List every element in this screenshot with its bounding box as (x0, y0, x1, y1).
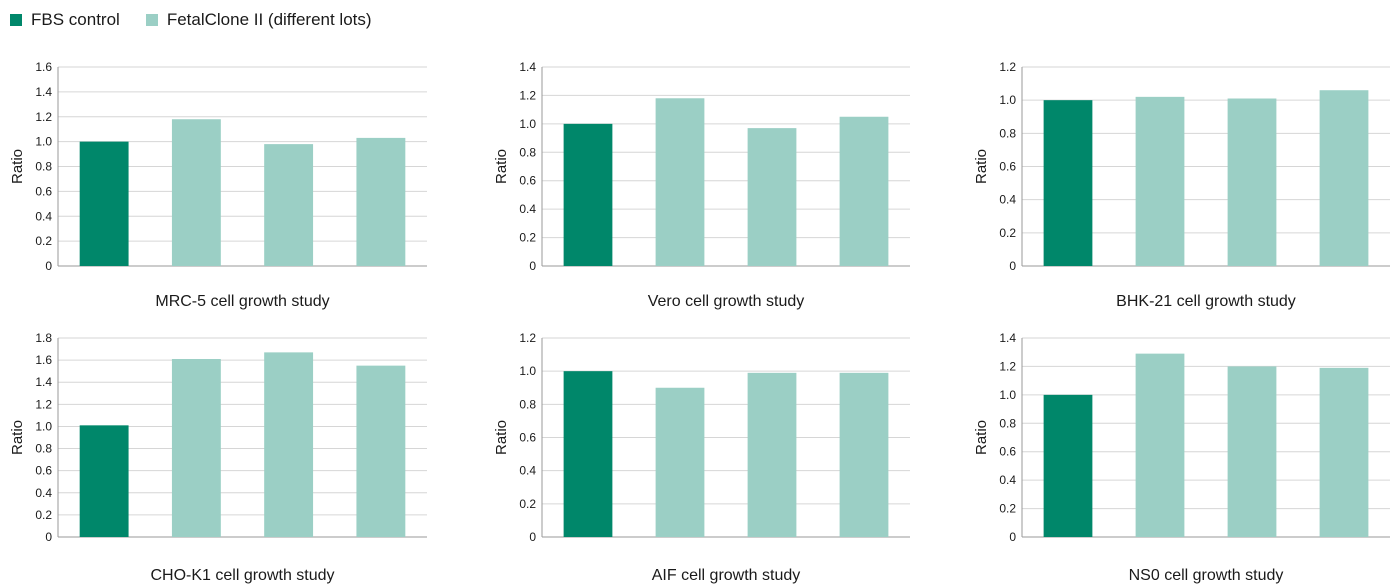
y-tick-label: 1.2 (519, 331, 536, 345)
bar-fbs-control (79, 425, 129, 537)
y-tick-label: 0.8 (519, 145, 536, 159)
y-tick-label: 0.6 (519, 431, 536, 445)
y-axis-label: Ratio (973, 420, 990, 455)
bar-fbs-control (563, 123, 613, 266)
bar-fetalclone-ii (1135, 96, 1185, 266)
chart-panel-5: 0 0.2 0.4 0.6 0.8 1.0 1.2 Ratio AIF cell growth … (493, 331, 910, 584)
y-tick-label: 0.8 (999, 126, 1016, 140)
bar-fetalclone-ii (264, 144, 314, 266)
y-tick-label: 1.2 (35, 110, 52, 124)
panel-title: CHO-K1 cell growth study (150, 567, 334, 584)
legend-item-fbs-control: FBS control (10, 10, 120, 30)
bar-fetalclone-ii (655, 98, 705, 267)
y-tick-label: 1.0 (519, 364, 536, 378)
legend-item-fetalclone-ii: FetalClone II (different lots) (145, 10, 372, 30)
y-tick-label: 1.2 (35, 397, 52, 411)
legend-label-fetalclone-ii: FetalClone II (different lots) (166, 10, 372, 29)
y-axis-label: Ratio (973, 149, 990, 184)
y-tick-label: 1.0 (999, 93, 1016, 107)
y-tick-label: 1.2 (999, 359, 1016, 373)
y-axis-label: Ratio (9, 149, 26, 184)
chart-panel-2: 0 0.2 0.4 0.6 0.8 1.0 1.2 1.4 Ratio Vero cell gro… (493, 60, 910, 310)
panel-title: AIF cell growth study (652, 567, 801, 584)
chart-legend: FBS control FetalClone II (different lot… (10, 9, 398, 31)
y-tick-label: 1.0 (999, 388, 1016, 402)
y-tick-label: 0.4 (519, 464, 536, 478)
bar-fetalclone-ii (839, 372, 889, 537)
y-tick-label: 1.8 (35, 331, 52, 345)
y-tick-label: 0.2 (519, 231, 536, 245)
y-tick-label: 1.4 (999, 331, 1016, 345)
y-axis-label: Ratio (9, 420, 26, 455)
y-tick-label: 0.2 (999, 502, 1016, 516)
y-tick-label: 0 (45, 530, 52, 544)
y-tick-label: 1.6 (35, 60, 52, 74)
y-tick-label: 0.6 (519, 174, 536, 188)
bar-fetalclone-ii (1227, 98, 1277, 266)
y-tick-label: 0.6 (999, 445, 1016, 459)
y-tick-label: 1.0 (35, 419, 52, 433)
y-tick-label: 1.4 (35, 375, 52, 389)
y-tick-label: 1.0 (35, 135, 52, 149)
y-tick-label: 0.8 (35, 442, 52, 456)
y-tick-label: 1.2 (999, 60, 1016, 74)
y-tick-label: 1.4 (35, 85, 52, 99)
chart-panel-6: 0 0.2 0.4 0.6 0.8 1.0 1.2 1.4 Ratio NS0 cell grow… (973, 331, 1390, 584)
bar-fetalclone-ii (171, 359, 221, 537)
y-tick-label: 1.6 (35, 353, 52, 367)
bar-fetalclone-ii (1135, 353, 1185, 537)
legend-swatch-fetalclone-ii (145, 14, 158, 26)
bar-fetalclone-ii (1319, 367, 1369, 537)
y-tick-label: 0.2 (519, 497, 536, 511)
y-tick-label: 0.4 (999, 193, 1016, 207)
legend-label-fbs-control: FBS control (31, 10, 120, 29)
y-tick-label: 0.2 (999, 226, 1016, 240)
y-tick-label: 0.4 (35, 486, 52, 500)
y-tick-label: 1.4 (519, 60, 536, 74)
panel-title: BHK-21 cell growth study (1116, 293, 1296, 310)
panel-title: MRC-5 cell growth study (155, 293, 329, 310)
chart-panel-3: 0 0.2 0.4 0.6 0.8 1.0 1.2 Ratio BHK-21 cell grow… (973, 60, 1390, 310)
y-tick-label: 0 (529, 259, 536, 273)
bar-fetalclone-ii (356, 365, 406, 537)
y-tick-label: 1.0 (519, 117, 536, 131)
y-tick-label: 0 (529, 530, 536, 544)
bar-fetalclone-ii (356, 137, 406, 266)
bar-fetalclone-ii (655, 387, 705, 537)
y-tick-label: 0.6 (999, 160, 1016, 174)
chart-panel-1: 0 0.2 0.4 0.6 0.8 1.0 1.2 1.4 1.6 Ratio MRC-5 cell… (9, 60, 427, 310)
y-tick-label: 0 (1009, 259, 1016, 273)
bar-fbs-control (1043, 100, 1093, 267)
bar-fetalclone-ii (1319, 90, 1369, 266)
y-tick-label: 0.4 (999, 473, 1016, 487)
y-tick-label: 0.4 (519, 202, 536, 216)
bar-fbs-control (79, 141, 129, 266)
y-tick-label: 0.4 (35, 209, 52, 223)
y-tick-label: 0.2 (35, 234, 52, 248)
bar-fbs-control (563, 371, 613, 537)
y-tick-label: 0.6 (35, 464, 52, 478)
bar-fetalclone-ii (747, 128, 797, 266)
y-tick-label: 1.2 (519, 88, 536, 102)
bar-fbs-control (1043, 394, 1093, 537)
bar-fetalclone-ii (839, 116, 889, 266)
bar-fetalclone-ii (747, 372, 797, 537)
y-tick-label: 0 (45, 259, 52, 273)
bar-fetalclone-ii (264, 352, 314, 537)
panel-title: Vero cell growth study (648, 293, 805, 310)
y-tick-label: 0.6 (35, 184, 52, 198)
y-axis-label: Ratio (493, 149, 510, 184)
y-tick-label: 0.8 (35, 160, 52, 174)
y-axis-label: Ratio (493, 420, 510, 455)
bar-fetalclone-ii (1227, 366, 1277, 537)
panel-title: NS0 cell growth study (1129, 567, 1284, 584)
legend-swatch-fbs-control (10, 14, 22, 26)
y-tick-label: 0 (1009, 530, 1016, 544)
y-tick-label: 0.2 (35, 508, 52, 522)
y-tick-label: 0.8 (519, 397, 536, 411)
y-tick-label: 0.8 (999, 416, 1016, 430)
bar-fetalclone-ii (171, 119, 221, 266)
chart-panel-4: 0 0.2 0.4 0.6 0.8 1.0 1.2 1.4 1.6 1.8 Ratio CHO-K1 … (9, 331, 427, 584)
